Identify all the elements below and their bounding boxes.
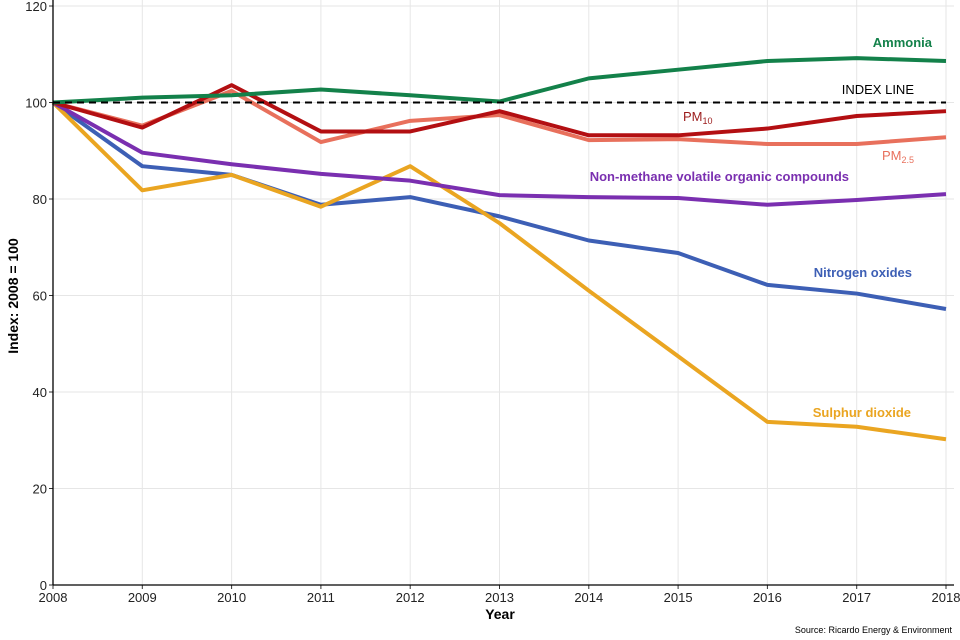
x-tick-label: 2010 xyxy=(217,590,246,605)
x-tick-label: 2017 xyxy=(842,590,871,605)
label-pm10: PM10 xyxy=(683,109,713,126)
gridlines xyxy=(52,0,954,586)
y-axis-label: Index: 2008 = 100 xyxy=(5,238,21,354)
x-tick-label: 2008 xyxy=(39,590,68,605)
x-tick-label: 2014 xyxy=(574,590,603,605)
x-axis-label: Year xyxy=(485,606,515,622)
y-tick-label: 40 xyxy=(33,385,47,400)
axes: 0 20 40 60 80 100 120 2008 2009 2010 2011 2012 2013 2… xyxy=(25,0,960,605)
label-index-line: INDEX LINE xyxy=(842,82,915,97)
label-ammonia: Ammonia xyxy=(873,35,933,50)
label-pm25: PM2.5 xyxy=(882,148,914,165)
y-tick-label: 60 xyxy=(33,289,47,304)
x-tick-label: 2009 xyxy=(128,590,157,605)
x-tick-label: 2011 xyxy=(307,590,335,605)
label-nmvoc: Non-methane volatile organic compounds xyxy=(590,169,849,184)
series-line-nitrogen-oxides xyxy=(51,100,947,311)
series-line-sulphur-dioxide xyxy=(51,101,947,442)
label-nitrogen-oxides: Nitrogen oxides xyxy=(814,265,912,280)
label-sulphur-dioxide: Sulphur dioxide xyxy=(813,405,911,420)
x-tick-label: 2012 xyxy=(396,590,425,605)
y-tick-label: 0 xyxy=(40,578,47,593)
series-line-non-methane-volatile-organic-compounds xyxy=(52,100,947,207)
y-tick-label: 80 xyxy=(33,192,47,207)
x-tick-label: 2015 xyxy=(664,590,693,605)
y-tick-label: 100 xyxy=(25,96,47,111)
x-tick-label: 2016 xyxy=(753,590,782,605)
y-tick-label: 120 xyxy=(25,0,47,14)
y-tick-label: 20 xyxy=(33,482,47,497)
x-tick-label: 2013 xyxy=(485,590,514,605)
source-note: Source: Ricardo Energy & Environment xyxy=(795,625,953,635)
x-tick-label: 2018 xyxy=(932,590,960,605)
series-line-pm10 xyxy=(52,83,947,138)
